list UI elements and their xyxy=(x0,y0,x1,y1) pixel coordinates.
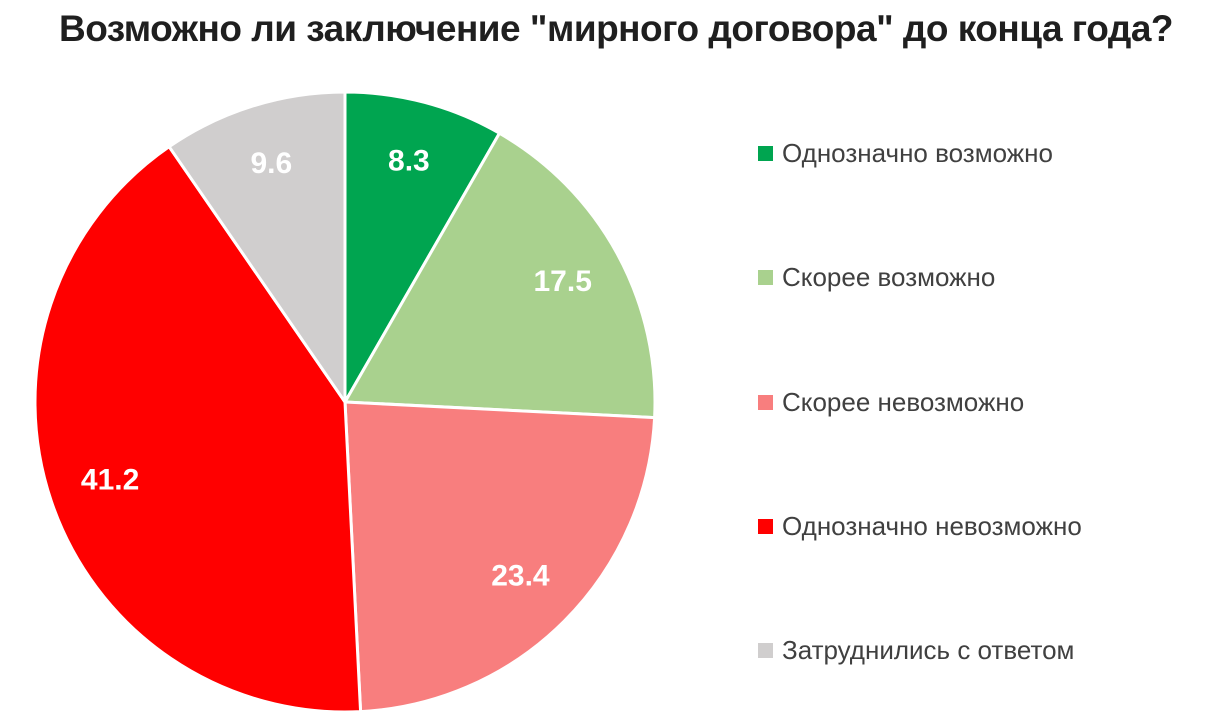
legend-swatch-icon xyxy=(758,394,773,410)
legend-swatch-icon xyxy=(758,270,773,286)
legend-swatch-icon xyxy=(758,643,773,658)
chart-legend: Однозначно возможно Скорее возможно Скорее… xyxy=(758,138,1082,666)
chart-title: Возможно ли заключение "мирного договора… xyxy=(58,8,1174,49)
legend-item-1: Скорее возможно xyxy=(758,262,1082,293)
legend-label: Скорее невозможно xyxy=(782,386,1025,417)
pie-slice-3 xyxy=(33,145,363,714)
legend-item-4: Затруднились с ответом xyxy=(758,635,1082,666)
pie-slice-1 xyxy=(343,131,657,420)
legend-label: Скорее возможно xyxy=(782,262,996,293)
legend-label: Однозначно возможно xyxy=(782,138,1053,168)
pie-slice-0 xyxy=(343,90,501,404)
pie-value-label: 41.2 xyxy=(81,464,139,497)
legend-item-2: Скорее невозможно xyxy=(758,387,1082,418)
pie-value-label: 17.5 xyxy=(534,265,592,298)
legend-item-3: Однозначно невозможно xyxy=(758,511,1082,542)
legend-label: Однозначно невозможно xyxy=(782,510,1082,541)
pie-slice-2 xyxy=(343,400,657,714)
pie-slice-4 xyxy=(167,90,347,404)
legend-label: Затруднились с ответом xyxy=(782,635,1075,665)
pie-value-label: 23.4 xyxy=(491,559,550,592)
legend-swatch-icon xyxy=(758,518,773,534)
pie-value-label: 9.6 xyxy=(250,147,292,180)
legend-swatch-icon xyxy=(758,146,773,161)
pie-value-label: 8.3 xyxy=(388,144,430,177)
legend-item-0: Однозначно возможно xyxy=(758,138,1082,169)
